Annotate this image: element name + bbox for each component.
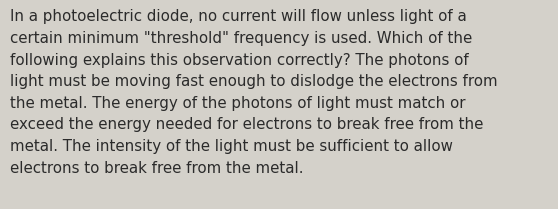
Text: In a photoelectric diode, no current will flow unless light of a
certain minimum: In a photoelectric diode, no current wil… [10,9,498,176]
